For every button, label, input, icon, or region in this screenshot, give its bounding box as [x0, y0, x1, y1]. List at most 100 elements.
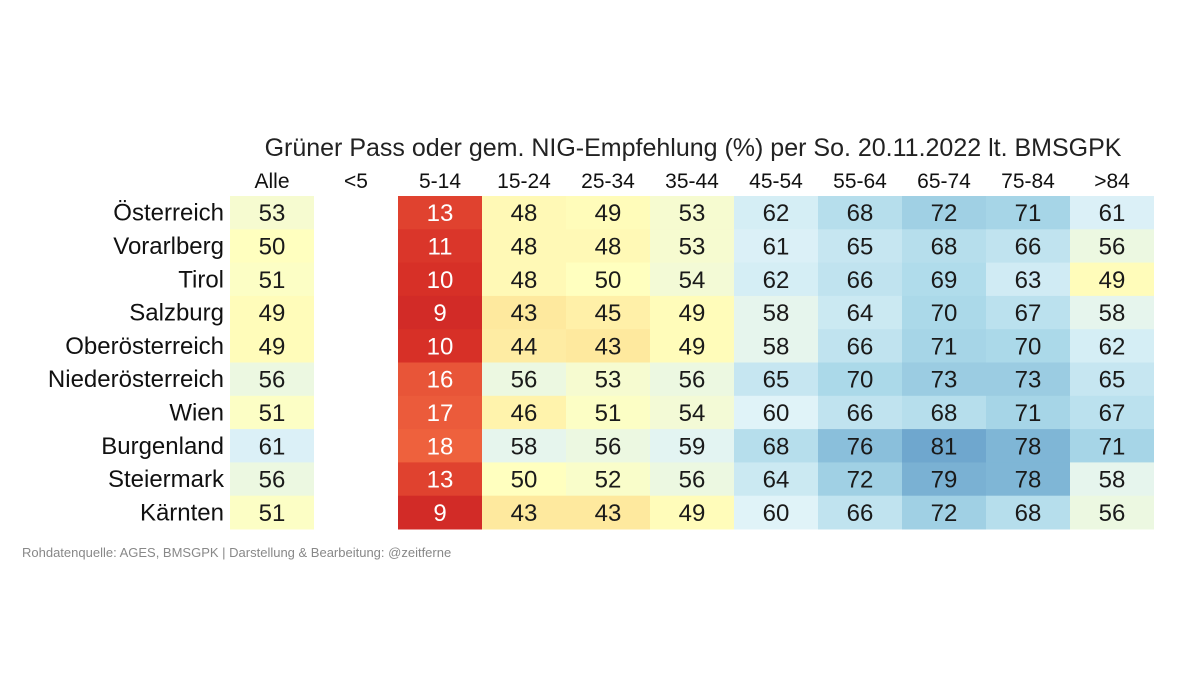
heatmap-cell	[482, 329, 566, 363]
heatmap-cell	[902, 229, 986, 264]
heatmap-cell	[734, 229, 818, 264]
cell-value-label: 66	[847, 500, 874, 527]
heatmap-cell	[230, 495, 314, 530]
cell-value-label: 49	[259, 333, 286, 360]
column-label: 75-84	[1001, 170, 1055, 193]
cell-value-label: 53	[679, 233, 706, 260]
cell-value-label: 71	[1015, 400, 1042, 427]
cell-value-label: 53	[259, 200, 286, 227]
heatmap-cell	[230, 462, 314, 497]
heatmap-cell	[230, 196, 314, 230]
cell-value-label: 56	[1099, 500, 1126, 527]
heatmap-cell	[1070, 196, 1154, 230]
cell-value-label: 49	[1099, 267, 1126, 294]
column-label: 5-14	[419, 170, 461, 193]
heatmap-cell	[482, 295, 566, 330]
heatmap-cell	[818, 196, 902, 230]
cell-value-label: 56	[679, 467, 706, 494]
cell-value-label: 17	[427, 400, 454, 427]
heatmap-cell	[398, 229, 482, 264]
column-label: 55-64	[833, 170, 887, 193]
row-label: Vorarlberg	[113, 233, 224, 260]
cell-value-label: 72	[847, 467, 874, 494]
cell-value-label: 56	[511, 367, 538, 394]
row-label: Steiermark	[108, 466, 225, 493]
heatmap-cell	[650, 495, 734, 530]
cell-value-label: 9	[433, 300, 446, 327]
cell-value-label: 59	[679, 433, 706, 460]
cell-value-label: 18	[427, 433, 454, 460]
column-label: <5	[344, 170, 368, 193]
heatmap-cell	[818, 262, 902, 297]
cell-value-label: 9	[433, 500, 446, 527]
cell-value-label: 56	[595, 433, 622, 460]
heatmap-cell	[650, 196, 734, 230]
heatmap-cell	[230, 229, 314, 264]
heatmap-cell	[482, 495, 566, 530]
heatmap-cell	[566, 229, 650, 264]
heatmap-cell	[566, 429, 650, 463]
cell-value-label: 44	[511, 333, 538, 360]
cell-value-label: 76	[847, 433, 874, 460]
cell-value-label: 64	[847, 300, 874, 327]
heatmap-cell	[650, 229, 734, 264]
heatmap-cell	[1070, 262, 1154, 297]
heatmap-cell	[398, 429, 482, 463]
heatmap-cell	[650, 262, 734, 297]
heatmap-cell	[902, 362, 986, 397]
heatmap-cell	[902, 329, 986, 363]
heatmap-cell	[986, 295, 1070, 330]
heatmap-cell	[1070, 362, 1154, 397]
cell-value-label: 49	[259, 300, 286, 327]
heatmap-cell	[566, 362, 650, 397]
heatmap-cells: 53 13 48 49 53 62 68 72 71 61 50 11 48 48 53 61 65 68 66 56…	[230, 196, 1154, 530]
cell-value-label: 16	[427, 367, 454, 394]
heatmap-cell	[986, 229, 1070, 264]
heatmap-cell	[398, 329, 482, 363]
cell-value-label: 67	[1015, 300, 1042, 327]
heatmap-cell	[482, 262, 566, 297]
cell-value-label: 69	[931, 267, 958, 294]
heatmap-cell	[1070, 295, 1154, 330]
cell-value-label: 48	[511, 233, 538, 260]
cell-value-label: 58	[1099, 467, 1126, 494]
heatmap-cell	[482, 462, 566, 497]
heatmap-cell	[986, 429, 1070, 463]
cell-value-label: 60	[763, 400, 790, 427]
cell-value-label: 53	[679, 200, 706, 227]
heatmap-cell	[482, 362, 566, 397]
column-label: 35-44	[665, 170, 719, 193]
cell-value-label: 58	[1099, 300, 1126, 327]
cell-value-label: 10	[427, 267, 454, 294]
row-label: Burgenland	[101, 433, 224, 460]
row-label: Oberösterreich	[65, 333, 224, 360]
heatmap-cell	[902, 196, 986, 230]
row-label: Wien	[169, 399, 224, 426]
cell-value-label: 48	[511, 200, 538, 227]
heatmap-cell	[650, 329, 734, 363]
cell-value-label: 71	[931, 333, 958, 360]
cell-value-label: 68	[847, 200, 874, 227]
column-label: 15-24	[497, 170, 551, 193]
cell-value-label: 61	[763, 233, 790, 260]
cell-value-label: 13	[427, 467, 454, 494]
heatmap-cell	[986, 329, 1070, 363]
row-label: Salzburg	[129, 300, 224, 327]
cell-value-label: 81	[931, 433, 958, 460]
source-note: Rohdatenquelle: AGES, BMSGPK | Darstellu…	[22, 545, 451, 560]
chart-title: Grüner Pass oder gem. NIG-Empfehlung (%)…	[265, 134, 1122, 162]
cell-value-label: 63	[1015, 267, 1042, 294]
cell-value-label: 66	[847, 400, 874, 427]
heatmap-cell	[818, 362, 902, 397]
column-label: 25-34	[581, 170, 635, 193]
cell-value-label: 50	[511, 467, 538, 494]
cell-value-label: 58	[511, 433, 538, 460]
heatmap-cell	[734, 196, 818, 230]
cell-value-label: 53	[595, 367, 622, 394]
column-label: >84	[1094, 170, 1130, 193]
heatmap-cell	[482, 429, 566, 463]
cell-value-label: 58	[763, 333, 790, 360]
cell-value-label: 68	[931, 233, 958, 260]
cell-value-label: 43	[511, 500, 538, 527]
